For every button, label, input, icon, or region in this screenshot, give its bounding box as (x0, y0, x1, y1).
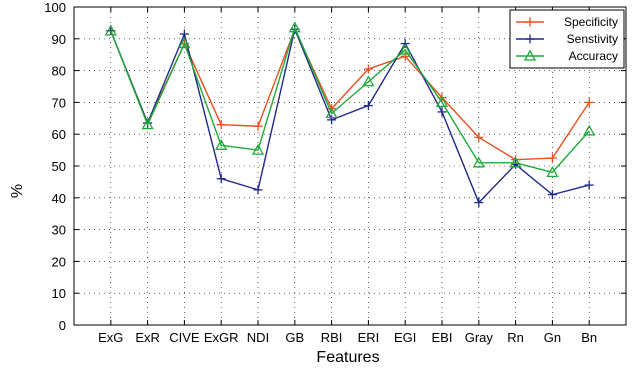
x-tick-label: ExG (98, 330, 123, 345)
legend-entry-specificity: Specificity (516, 15, 618, 29)
y-tick-label: 80 (52, 64, 66, 79)
y-tick-label: 20 (52, 254, 66, 269)
data-point-specificity (253, 121, 263, 131)
data-point-accuracy (583, 124, 596, 136)
data-point-specificity (547, 153, 557, 163)
axes (73, 6, 627, 326)
y-tick-label: 50 (52, 159, 66, 174)
x-tick-label: CIVE (169, 330, 200, 345)
data-point-accuracy (178, 37, 191, 49)
legend-marker (525, 34, 535, 44)
data-point-accuracy (215, 138, 228, 150)
data-point-specificity (584, 97, 594, 107)
legend-marker (523, 49, 537, 61)
data-point-accuracy (399, 43, 412, 55)
data-point-specificity (216, 120, 226, 130)
x-tick-label: EBI (432, 330, 453, 345)
legend-entry-accuracy: Accuracy (516, 49, 618, 63)
x-tick-label: NDI (247, 330, 269, 345)
x-tick-label: ExR (135, 330, 160, 345)
data-point-accuracy (435, 96, 449, 108)
tick-labels: 0 10 20 30 40 50 60 70 80 90 100 ExG ExR CIVE ExGR NDI G… (44, 0, 597, 345)
data-point-accuracy (362, 75, 375, 87)
data-point-accuracy (251, 143, 265, 155)
y-tick-label: 90 (52, 32, 66, 47)
series-accuracy (104, 21, 596, 178)
data-point-senstivity (253, 185, 263, 195)
x-tick-label: Bn (581, 330, 597, 345)
data-point-accuracy (104, 24, 117, 36)
y-tick-label: 60 (52, 127, 66, 142)
y-tick-label: 40 (52, 191, 66, 206)
legend: Specificity Senstivity Accuracy (509, 9, 625, 69)
data-point-accuracy (141, 118, 154, 130)
data-point-specificity (474, 132, 484, 142)
legend-label: Senstivity (567, 32, 618, 46)
legend-marker (525, 17, 535, 27)
series-line-senstivity (110, 26, 590, 204)
legend-label: Accuracy (569, 49, 618, 63)
data-point-specificity (363, 64, 373, 74)
data-point-senstivity (584, 180, 594, 190)
legend-entry-senstivity: Senstivity (516, 32, 618, 46)
x-tick-label: GB (285, 330, 304, 345)
x-tick-label: Gray (465, 330, 494, 345)
x-axis-label: Features (316, 349, 379, 366)
grid (74, 7, 626, 325)
data-point-senstivity (363, 101, 373, 111)
x-tick-label: ExGR (204, 330, 239, 345)
x-tick-label: Rn (507, 330, 524, 345)
data-point-senstivity (437, 107, 447, 117)
data-point-accuracy (509, 156, 522, 168)
y-tick-label: 0 (59, 318, 66, 333)
data-point-senstivity (216, 174, 226, 184)
data-point-accuracy (325, 107, 338, 119)
data-point-senstivity (474, 198, 484, 208)
series-line-accuracy (110, 25, 590, 174)
x-tick-label: EGI (394, 330, 416, 345)
data-point-accuracy (288, 21, 301, 33)
y-tick-label: 10 (52, 286, 66, 301)
data-point-senstivity (400, 39, 410, 49)
y-tick-label: 100 (44, 0, 66, 15)
y-tick-label: 30 (52, 223, 66, 238)
y-axis-label: % (9, 184, 26, 198)
series-lines (104, 21, 596, 208)
legend-label: Specificity (564, 15, 618, 29)
y-tick-label: 70 (52, 95, 66, 110)
data-point-accuracy (472, 156, 485, 168)
data-point-accuracy (546, 166, 559, 178)
x-tick-label: ERI (358, 330, 380, 345)
x-tick-label: RBI (321, 330, 343, 345)
data-point-senstivity (179, 29, 189, 39)
data-point-senstivity (327, 115, 337, 125)
x-tick-label: Gn (544, 330, 561, 345)
data-point-senstivity (547, 190, 557, 200)
